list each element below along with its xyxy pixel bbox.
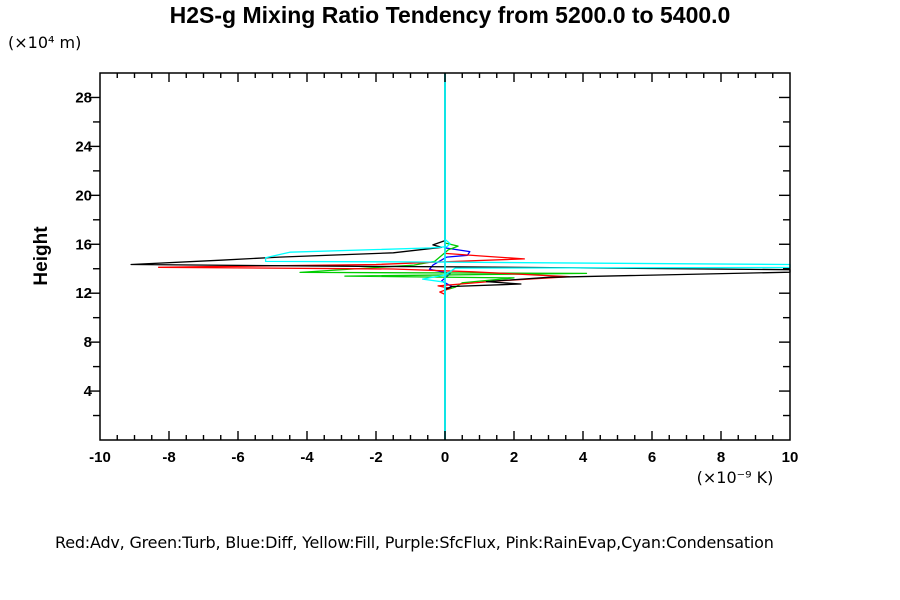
x-tick-label: 4	[579, 449, 588, 466]
y-tick-label: 12	[75, 285, 92, 302]
x-tick-label: 0	[441, 449, 449, 466]
x-tick-label: 6	[648, 449, 656, 466]
x-tick-label: -6	[231, 449, 244, 466]
x-tick-label: -4	[300, 449, 314, 466]
y-tick-label: 8	[84, 334, 92, 351]
legend-text: Red:Adv, Green:Turb, Blue:Diff, Yellow:F…	[55, 533, 774, 552]
x-tick-label: 10	[782, 449, 799, 466]
series-line-condensation	[264, 73, 791, 440]
chart-title: H2S-g Mixing Ratio Tendency from 5200.0 …	[169, 2, 731, 28]
x-tick-label: 8	[717, 449, 725, 466]
x-tick-label: -8	[162, 449, 175, 466]
y-tick-label: 24	[75, 138, 92, 155]
y-axis-unit-label: (×10⁴ m)	[8, 33, 82, 52]
y-tick-label: 28	[75, 89, 92, 106]
x-axis-unit-label: (×10⁻⁹ K)	[696, 468, 774, 487]
x-tick-label: -10	[89, 449, 111, 466]
series-line-turb	[299, 73, 588, 440]
x-tick-label: 2	[510, 449, 518, 466]
series-line-adv	[157, 73, 570, 440]
y-tick-label: 20	[75, 187, 92, 204]
y-tick-label: 4	[84, 383, 93, 400]
series-line-diff	[428, 73, 471, 440]
y-tick-label: 16	[75, 236, 92, 253]
x-tick-label: -2	[369, 449, 382, 466]
